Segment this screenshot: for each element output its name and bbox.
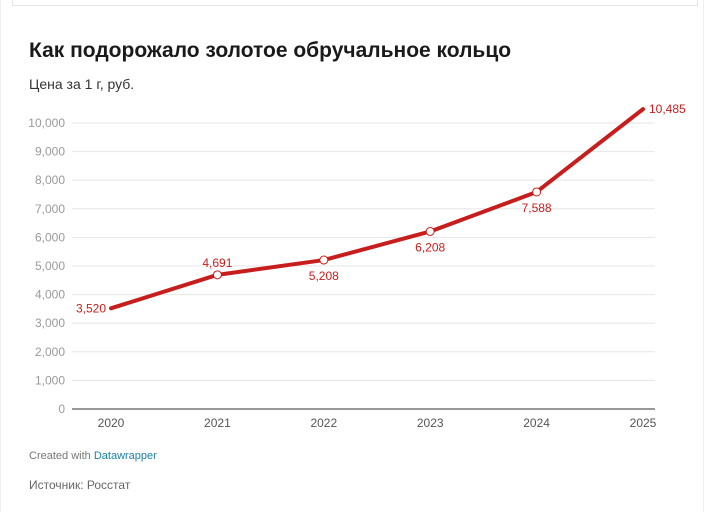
datawrapper-link[interactable]: Datawrapper: [93, 450, 157, 462]
data-point-marker: [532, 187, 542, 197]
y-tick-label: 4,000: [35, 288, 65, 302]
chart-title: Как подорожало золотое обручальное кольц…: [29, 39, 512, 62]
x-axis-ticks: 2020 2021 2022 2023 2024 2025: [98, 416, 657, 430]
data-label: 6,208: [415, 240, 445, 254]
x-tick-label: 2022: [310, 416, 337, 430]
x-tick-label: 2023: [417, 416, 444, 430]
data-label: 5,208: [309, 269, 339, 283]
created-with-text: Created with: [29, 450, 91, 462]
y-tick-label: 5,000: [35, 259, 65, 273]
data-label: 4,691: [202, 256, 232, 270]
data-point-marker: [425, 226, 435, 236]
gridlines: [72, 122, 655, 381]
x-tick-label: 2021: [204, 416, 231, 430]
y-tick-label: 6,000: [35, 230, 65, 244]
y-tick-label: 8,000: [35, 173, 65, 187]
y-tick-label: 1,000: [35, 373, 65, 387]
x-tick-label: 2025: [630, 416, 657, 430]
data-point-marker: [319, 255, 329, 265]
data-point-marker: [212, 270, 222, 280]
data-labels: 3,520 4,691 5,208 6,208 7,588 10,485: [76, 102, 686, 315]
previous-card-edge: [12, 0, 698, 6]
source-note: Источник: Росстат: [29, 478, 131, 492]
y-tick-label: 10,000: [28, 116, 65, 130]
series-line: [109, 107, 645, 311]
y-tick-label: 3,000: [35, 316, 65, 330]
x-tick-label: 2020: [98, 416, 125, 430]
y-axis-ticks: 0 1,000 2,000 3,000 4,000 5,000 6,000 7,000 8,00…: [28, 116, 65, 416]
y-tick-label: 9,000: [35, 145, 65, 159]
data-label: 7,588: [522, 201, 552, 215]
series-price: [109, 107, 645, 311]
data-label: 3,520: [76, 301, 106, 315]
created-with-note: Created with Datawrapper: [29, 450, 157, 462]
x-tick-label: 2024: [523, 416, 550, 430]
y-tick-label: 0: [58, 402, 65, 416]
y-tick-label: 2,000: [35, 345, 65, 359]
chart-subtitle: Цена за 1 г, руб.: [29, 76, 135, 92]
y-tick-label: 7,000: [35, 202, 65, 216]
data-label: 10,485: [649, 102, 686, 116]
